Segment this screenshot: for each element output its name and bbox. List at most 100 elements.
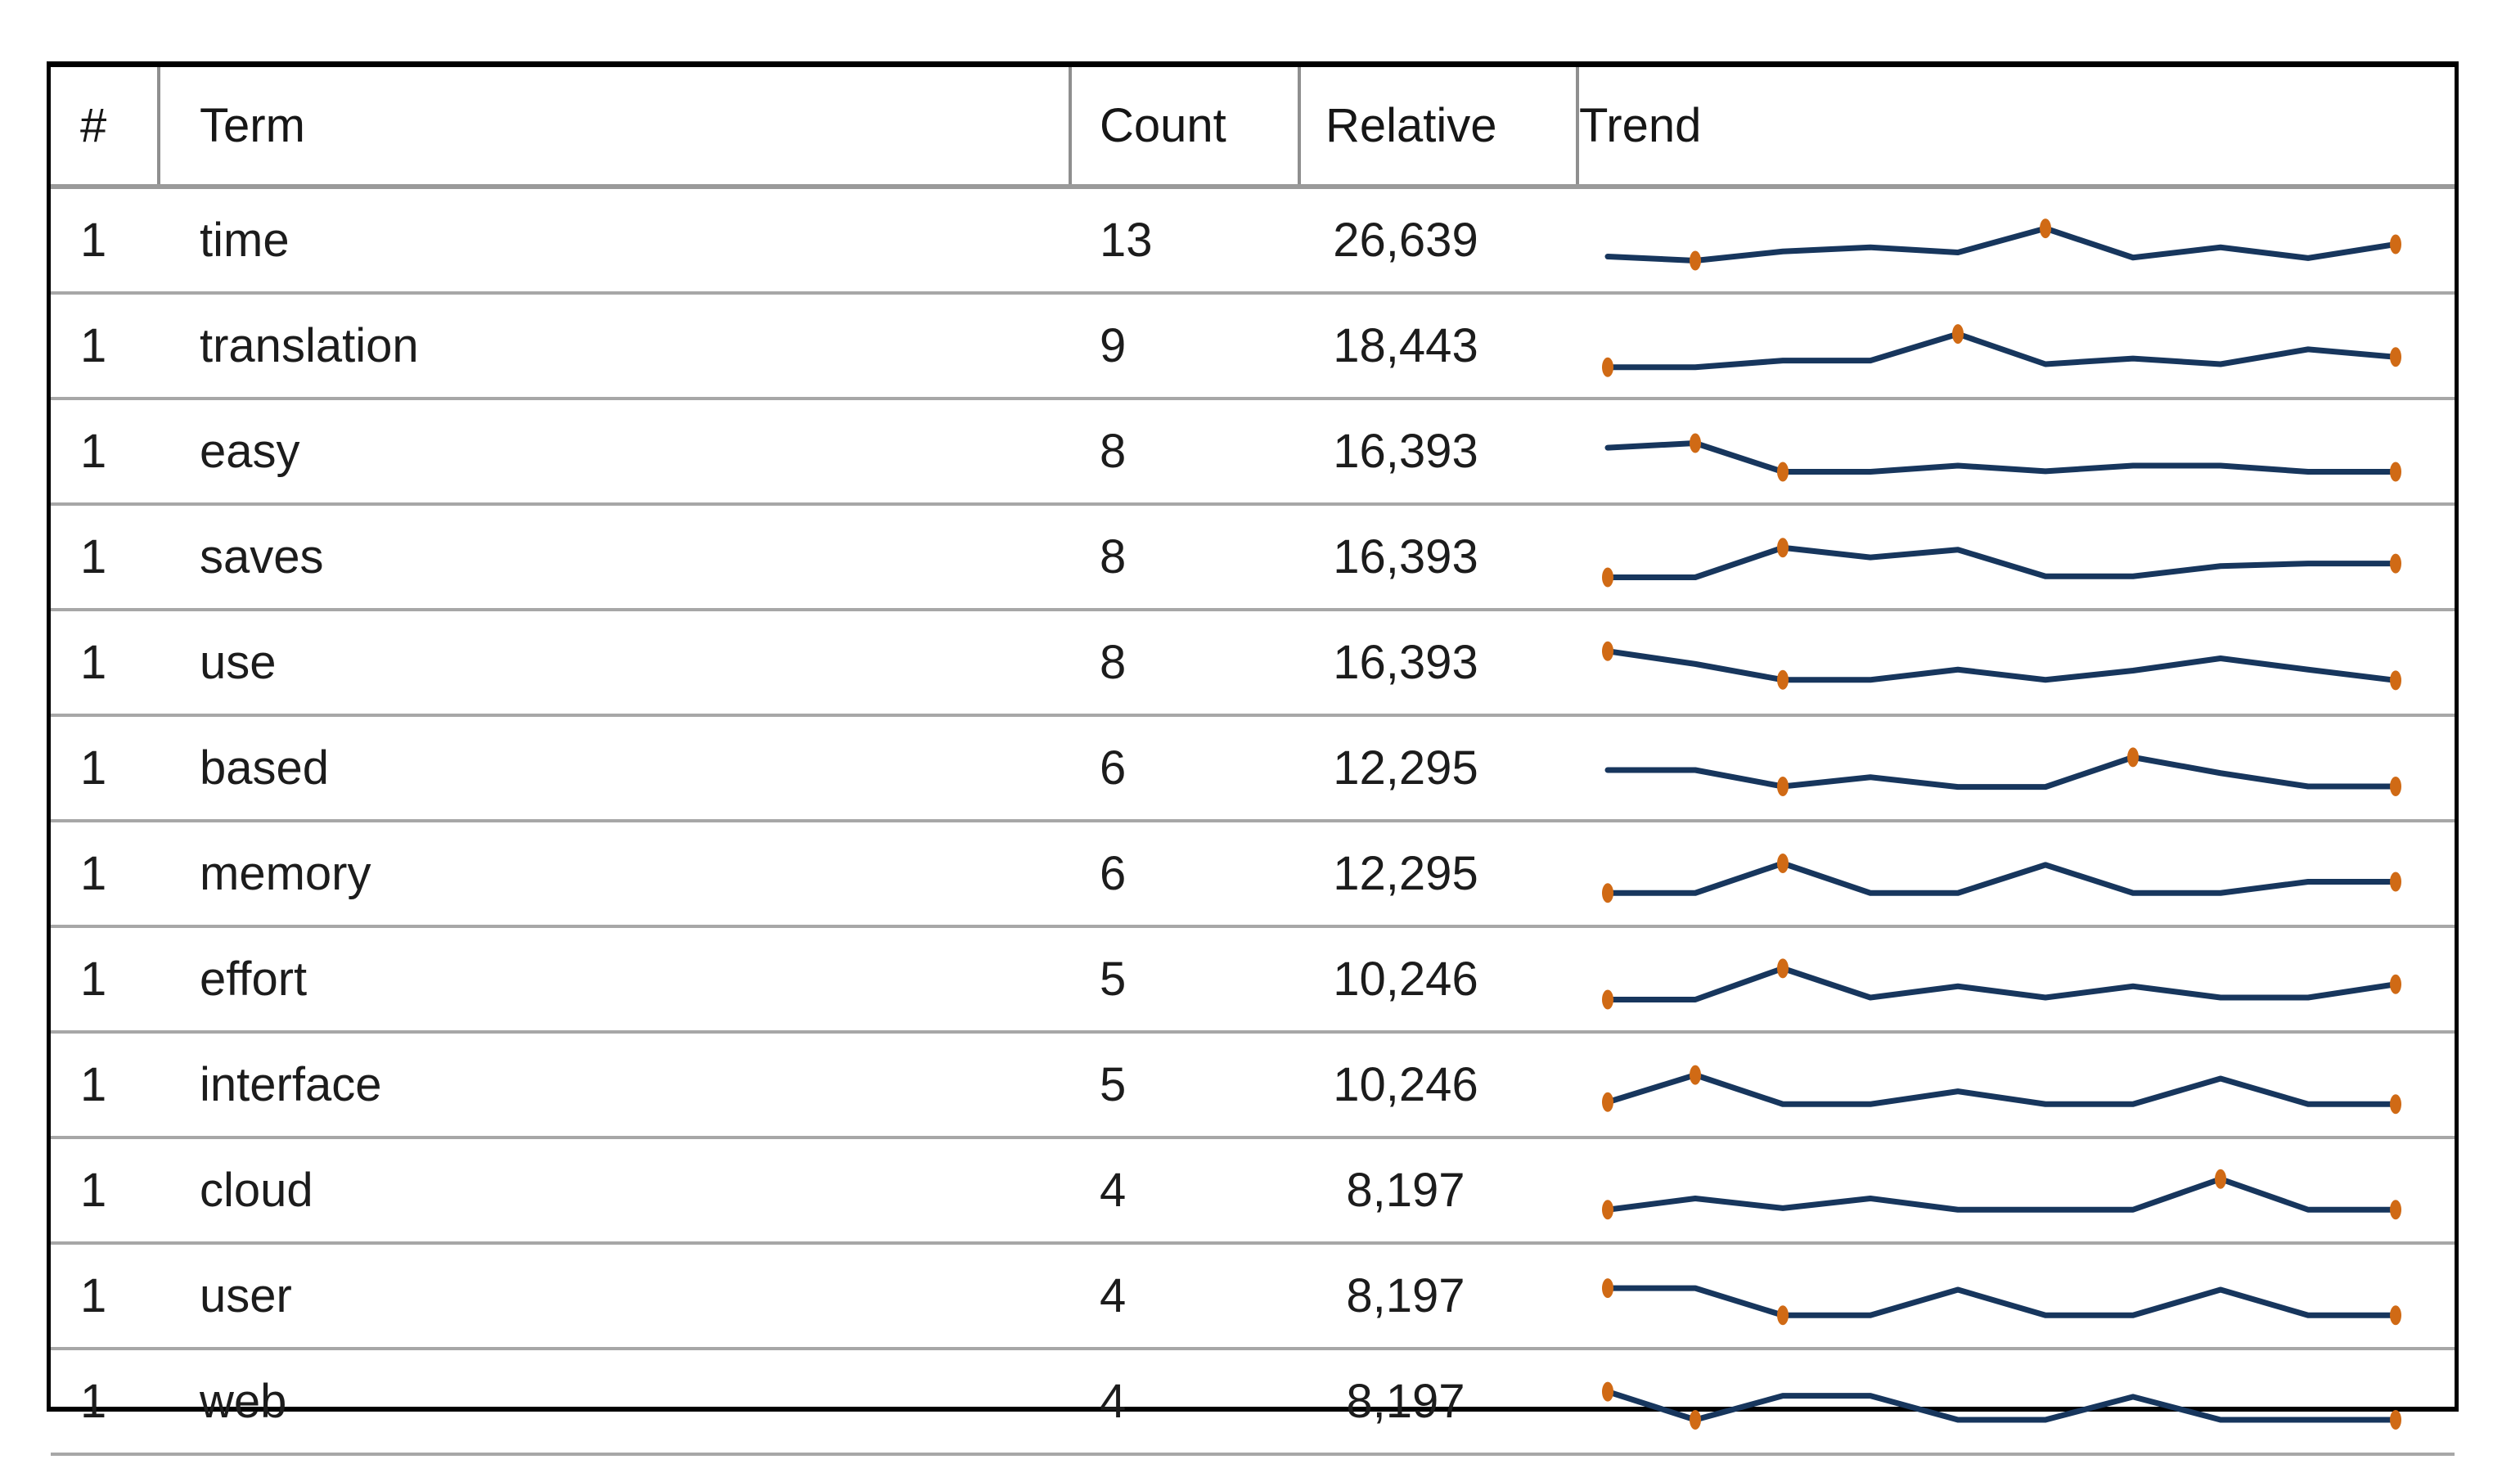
trend-marker xyxy=(1777,1305,1789,1326)
count-cell: 4 xyxy=(1100,1164,1127,1217)
trend-line xyxy=(1604,860,2399,896)
count-cell: 6 xyxy=(1100,741,1127,795)
term-cell: translation xyxy=(200,319,419,372)
trend-marker xyxy=(1777,958,1789,979)
trend-line xyxy=(1604,331,2399,371)
trend-marker xyxy=(2390,872,2401,892)
trend-line xyxy=(1604,754,2399,791)
trend-marker xyxy=(2215,1169,2226,1189)
trend-cell xyxy=(1579,189,2455,291)
relative-cell: 16,393 xyxy=(1333,636,1478,689)
trend-line xyxy=(1604,1285,2399,1318)
relative-cell: 10,246 xyxy=(1333,953,1478,1006)
trend-marker xyxy=(1777,669,1789,690)
relative-cell: 8,197 xyxy=(1346,1164,1465,1217)
table-row: 1 effort 5 10,246 xyxy=(51,925,2455,1030)
trend-marker xyxy=(2390,234,2401,255)
trend-marker xyxy=(1952,324,1964,345)
count-cell: 6 xyxy=(1100,847,1127,900)
trend-cell xyxy=(1579,295,2455,397)
term-cell: based xyxy=(200,741,330,795)
count-cell: 5 xyxy=(1100,1058,1127,1111)
trend-marker xyxy=(2127,747,2139,768)
trend-marker xyxy=(1777,462,1789,482)
table-header-row: # Term Count Relative Trend xyxy=(51,67,2455,189)
rank-cell: 1 xyxy=(80,319,107,372)
trend-marker xyxy=(1602,641,1613,661)
term-cell: memory xyxy=(200,847,371,900)
trend-marker xyxy=(1602,1200,1613,1220)
trend-line xyxy=(1604,1176,2399,1213)
rank-cell: 1 xyxy=(80,530,107,583)
count-cell: 4 xyxy=(1100,1375,1127,1428)
trend-marker xyxy=(1690,1065,1701,1085)
table-body: 1 time 13 26,639 1 translation 9 18,443 … xyxy=(51,189,2455,1456)
trend-marker xyxy=(1777,777,1789,796)
trend-marker xyxy=(1602,989,1613,1010)
trend-marker xyxy=(1602,357,1613,377)
trend-sparkline xyxy=(1602,641,2401,691)
rank-cell: 1 xyxy=(80,214,107,267)
trend-sparkline xyxy=(1604,747,2401,796)
trend-sparkline xyxy=(1602,958,2401,1010)
trend-marker xyxy=(2390,974,2401,994)
trend-cell xyxy=(1579,822,2455,925)
header-rank: # xyxy=(51,67,160,184)
trend-cell xyxy=(1579,1245,2455,1347)
trend-marker xyxy=(1602,1092,1613,1112)
trend-sparkline xyxy=(1602,1065,2401,1115)
table-row: 1 translation 9 18,443 xyxy=(51,291,2455,397)
trend-marker xyxy=(1602,883,1613,903)
trend-marker xyxy=(2390,1094,2401,1115)
trend-marker xyxy=(2040,218,2051,239)
trend-marker xyxy=(1777,854,1789,873)
term-cell: interface xyxy=(200,1058,382,1111)
header-count: Count xyxy=(1072,67,1301,184)
header-relative: Relative xyxy=(1301,67,1579,184)
relative-cell: 18,443 xyxy=(1333,319,1478,372)
trend-marker xyxy=(2390,1305,2401,1326)
count-cell: 13 xyxy=(1100,214,1153,267)
table-row: 1 easy 8 16,393 xyxy=(51,397,2455,502)
trend-marker xyxy=(2390,462,2401,482)
rank-cell: 1 xyxy=(80,953,107,1006)
term-cell: user xyxy=(200,1269,292,1322)
relative-cell: 8,197 xyxy=(1346,1375,1465,1428)
term-cell: saves xyxy=(200,530,324,583)
trend-line xyxy=(1604,225,2399,264)
trend-marker xyxy=(1602,567,1613,588)
trend-marker xyxy=(2390,553,2401,574)
term-cell: web xyxy=(200,1375,287,1428)
rank-cell: 1 xyxy=(80,741,107,795)
relative-cell: 8,197 xyxy=(1346,1269,1465,1322)
relative-cell: 16,393 xyxy=(1333,530,1478,583)
count-cell: 5 xyxy=(1100,953,1127,1006)
rank-cell: 1 xyxy=(80,425,107,478)
count-cell: 8 xyxy=(1100,530,1127,583)
term-cell: use xyxy=(200,636,277,689)
trend-sparkline xyxy=(1602,1381,2401,1430)
term-cell: effort xyxy=(200,953,308,1006)
trend-cell xyxy=(1579,611,2455,714)
trend-marker xyxy=(2390,1410,2401,1430)
term-cell: time xyxy=(200,214,290,267)
trend-sparkline xyxy=(1602,854,2401,903)
relative-cell: 12,295 xyxy=(1333,847,1478,900)
trend-cell xyxy=(1579,506,2455,608)
trend-line xyxy=(1604,544,2399,580)
trend-sparkline xyxy=(1602,1278,2401,1326)
trend-cell xyxy=(1579,717,2455,819)
header-term: Term xyxy=(160,67,1072,184)
relative-cell: 10,246 xyxy=(1333,1058,1478,1111)
relative-cell: 12,295 xyxy=(1333,741,1478,795)
rank-cell: 1 xyxy=(80,1375,107,1428)
trend-marker xyxy=(1602,1381,1613,1402)
table-row: 1 cloud 4 8,197 xyxy=(51,1136,2455,1241)
table-row: 1 memory 6 12,295 xyxy=(51,819,2455,925)
count-cell: 8 xyxy=(1100,425,1127,478)
rank-cell: 1 xyxy=(80,636,107,689)
table-row: 1 time 13 26,639 xyxy=(51,189,2455,291)
rank-cell: 1 xyxy=(80,1269,107,1322)
rank-cell: 1 xyxy=(80,1058,107,1111)
trend-cell xyxy=(1579,1139,2455,1241)
